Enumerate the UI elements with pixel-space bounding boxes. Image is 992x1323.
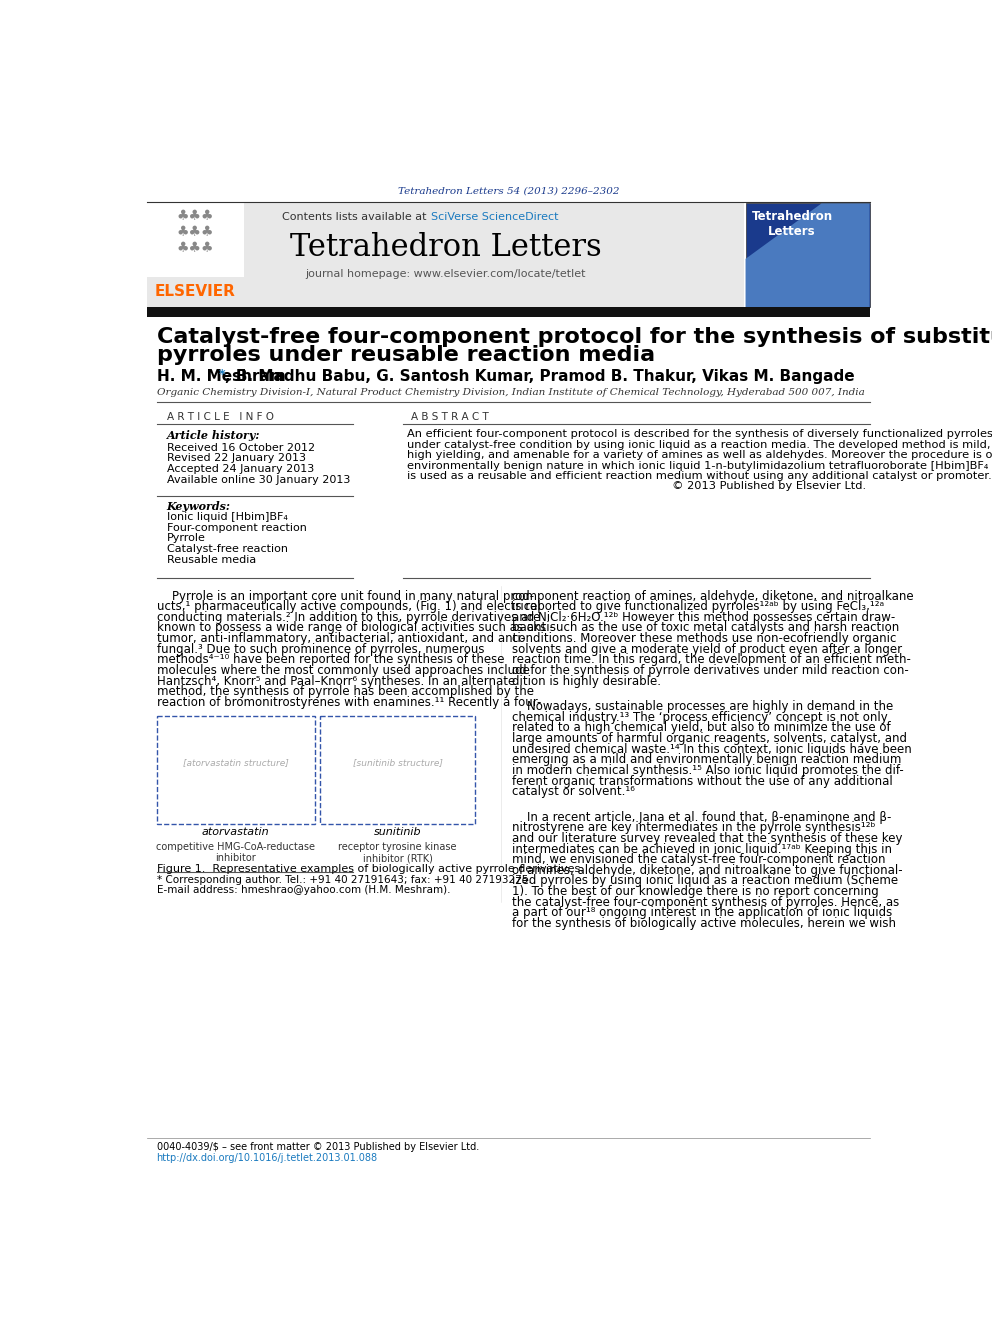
Text: A B S T R A C T: A B S T R A C T [411, 411, 488, 422]
Text: ized pyrroles by using ionic liquid as a reaction medium (Scheme: ized pyrroles by using ionic liquid as a… [512, 875, 898, 888]
Text: Catalyst-free reaction: Catalyst-free reaction [167, 544, 288, 554]
Text: ♣♣♣
♣♣♣
♣♣♣: ♣♣♣ ♣♣♣ ♣♣♣ [177, 209, 214, 255]
Text: fungal.³ Due to such prominence of pyrroles, numerous: fungal.³ Due to such prominence of pyrro… [157, 643, 484, 656]
Text: ferent organic transformations without the use of any additional: ferent organic transformations without t… [512, 774, 892, 787]
Text: methods⁴⁻¹⁰ have been reported for the synthesis of these: methods⁴⁻¹⁰ have been reported for the s… [157, 654, 504, 667]
Bar [746, 204, 870, 307]
Text: http://dx.doi.org/10.1016/j.tetlet.2013.01.088: http://dx.doi.org/10.1016/j.tetlet.2013.… [157, 1154, 378, 1163]
Text: ELSEVIER: ELSEVIER [155, 283, 236, 299]
Text: E-mail address: hmeshrao@yahoo.com (H.M. Meshram).: E-mail address: hmeshrao@yahoo.com (H.M.… [157, 885, 450, 896]
Text: ucts,¹ pharmaceutically active compounds, (Fig. 1) and electrical: ucts,¹ pharmaceutically active compounds… [157, 601, 541, 614]
Text: nitrostyrene are key intermediates in the pyrrole synthesis¹²ᵇ: nitrostyrene are key intermediates in th… [512, 822, 875, 835]
Bar [320, 716, 475, 824]
Text: for the synthesis of biologically active molecules, herein we wish: for the synthesis of biologically active… [512, 917, 896, 930]
Text: atorvastatin: atorvastatin [201, 827, 270, 836]
Text: journal homepage: www.elsevier.com/locate/tetlet: journal homepage: www.elsevier.com/locat… [306, 270, 586, 279]
Polygon shape [746, 204, 870, 307]
Text: conducting materials.² In addition to this, pyrrole derivatives are: conducting materials.² In addition to th… [157, 611, 540, 624]
Text: *: * [218, 368, 225, 381]
Text: sunitinib: sunitinib [374, 827, 422, 836]
Text: large amounts of harmful organic reagents, solvents, catalyst, and: large amounts of harmful organic reagent… [512, 732, 907, 745]
Text: Reusable media: Reusable media [167, 554, 256, 565]
Text: 0040-4039/$ – see front matter © 2013 Published by Elsevier Ltd.: 0040-4039/$ – see front matter © 2013 Pu… [157, 1143, 479, 1152]
Text: © 2013 Published by Elsevier Ltd.: © 2013 Published by Elsevier Ltd. [673, 482, 866, 491]
Text: is reported to give functionalized pyrroles¹²ᵃᵇ by using FeCl₃,¹²ᵃ: is reported to give functionalized pyrro… [512, 601, 884, 614]
Text: Hantzsch⁴, Knorr⁵ and Paal–Knorr⁶ syntheses. In an alternate: Hantzsch⁴, Knorr⁵ and Paal–Knorr⁶ synthe… [157, 675, 515, 688]
Text: Contents lists available at: Contents lists available at [282, 212, 431, 222]
Text: a part of our¹⁸ ongoing interest in the application of ionic liquids: a part of our¹⁸ ongoing interest in the … [512, 906, 892, 919]
Text: 1). To the best of our knowledge there is no report concerning: 1). To the best of our knowledge there i… [512, 885, 878, 898]
Text: dition is highly desirable.: dition is highly desirable. [512, 675, 661, 688]
Text: molecules where the most commonly used approaches include: molecules where the most commonly used a… [157, 664, 530, 677]
Text: receptor tyrosine kinase
inhibitor (RTK): receptor tyrosine kinase inhibitor (RTK) [338, 841, 457, 864]
Text: conditions. Moreover these methods use non-ecofriendly organic: conditions. Moreover these methods use n… [512, 632, 896, 646]
Text: and NiCl₂·6H₂O.¹²ᵇ However this method possesses certain draw-: and NiCl₂·6H₂O.¹²ᵇ However this method p… [512, 611, 895, 624]
Text: high yielding, and amenable for a variety of amines as well as aldehydes. Moreov: high yielding, and amenable for a variet… [407, 450, 992, 460]
Text: tumor, anti-inflammatory, antibacterial, antioxidant, and anti-: tumor, anti-inflammatory, antibacterial,… [157, 632, 525, 646]
Text: is used as a reusable and efficient reaction medium without using any additional: is used as a reusable and efficient reac… [407, 471, 992, 482]
Text: Four-component reaction: Four-component reaction [167, 523, 307, 533]
Text: pyrroles under reusable reaction media: pyrroles under reusable reaction media [157, 345, 655, 365]
Text: emerging as a mild and environmentally benign reaction medium: emerging as a mild and environmentally b… [512, 753, 901, 766]
Text: Tetrahedron Letters: Tetrahedron Letters [290, 232, 601, 263]
Text: Catalyst-free four-component protocol for the synthesis of substituted: Catalyst-free four-component protocol fo… [157, 327, 992, 347]
Text: component reaction of amines, aldehyde, diketone, and nitroalkane: component reaction of amines, aldehyde, … [512, 590, 913, 602]
Text: of amines, aldehyde, diketone, and nitroalkane to give functional-: of amines, aldehyde, diketone, and nitro… [512, 864, 902, 877]
Text: Article history:: Article history: [167, 430, 260, 442]
Text: Available online 30 January 2013: Available online 30 January 2013 [167, 475, 350, 484]
Text: An efficient four-component protocol is described for the synthesis of diversely: An efficient four-component protocol is … [407, 430, 992, 439]
Text: undesired chemical waste.¹⁴ In this context, ionic liquids have been: undesired chemical waste.¹⁴ In this cont… [512, 742, 912, 755]
Text: Keywords:: Keywords: [167, 501, 230, 512]
Text: chemical industry.¹³ The ‘process efficiency’ concept is not only: chemical industry.¹³ The ‘process effici… [512, 710, 887, 724]
Text: environmentally benign nature in which ionic liquid 1-n-butylimidazolium tetrafl: environmentally benign nature in which i… [407, 460, 988, 471]
Text: competitive HMG-CoA-reductase
inhibitor: competitive HMG-CoA-reductase inhibitor [156, 841, 315, 864]
Text: , B. Madhu Babu, G. Santosh Kumar, Pramod B. Thakur, Vikas M. Bangade: , B. Madhu Babu, G. Santosh Kumar, Pramo… [225, 369, 854, 384]
Text: [atorvastatin structure]: [atorvastatin structure] [183, 758, 289, 767]
Text: Nowadays, sustainable processes are highly in demand in the: Nowadays, sustainable processes are high… [512, 700, 893, 713]
Text: Accepted 24 January 2013: Accepted 24 January 2013 [167, 464, 313, 474]
Text: Pyrrole is an important core unit found in many natural prod-: Pyrrole is an important core unit found … [157, 590, 534, 602]
Text: In a recent article, Jana et al. found that, β-enaminone and β-: In a recent article, Jana et al. found t… [512, 811, 891, 824]
Text: reaction time. In this regard, the development of an efficient meth-: reaction time. In this regard, the devel… [512, 654, 911, 667]
Text: reaction of bromonitrostyrenes with enamines.¹¹ Recently a four-: reaction of bromonitrostyrenes with enam… [157, 696, 541, 709]
Text: Tetrahedron Letters 54 (2013) 2296–2302: Tetrahedron Letters 54 (2013) 2296–2302 [398, 187, 619, 196]
Text: mind, we envisioned the catalyst-free four-component reaction: mind, we envisioned the catalyst-free fo… [512, 853, 885, 867]
Text: Revised 22 January 2013: Revised 22 January 2013 [167, 454, 306, 463]
Bar [147, 204, 744, 307]
Text: od for the synthesis of pyrrole derivatives under mild reaction con-: od for the synthesis of pyrrole derivati… [512, 664, 909, 677]
Text: Tetrahedron
Letters: Tetrahedron Letters [752, 210, 832, 238]
Text: H. M. Meshram: H. M. Meshram [157, 369, 291, 384]
Text: under catalyst-free condition by using ionic liquid as a reaction media. The dev: under catalyst-free condition by using i… [407, 439, 990, 450]
Text: catalyst or solvent.¹⁶: catalyst or solvent.¹⁶ [512, 785, 634, 798]
Bar [157, 716, 315, 824]
Text: intermediates can be achieved in ionic liquid.¹⁷ᵃᵇ Keeping this in: intermediates can be achieved in ionic l… [512, 843, 892, 856]
Bar [147, 204, 244, 277]
Text: known to possess a wide range of biological activities such as anti-: known to possess a wide range of biologi… [157, 622, 554, 635]
Text: the catalyst-free four-component synthesis of pyrroles. Hence, as: the catalyst-free four-component synthes… [512, 896, 899, 909]
Text: solvents and give a moderate yield of product even after a longer: solvents and give a moderate yield of pr… [512, 643, 902, 656]
Text: and our literature survey revealed that the synthesis of these key: and our literature survey revealed that … [512, 832, 902, 845]
Text: Figure 1.  Representative examples of biologically active pyrrole derivatives.: Figure 1. Representative examples of bio… [157, 864, 583, 873]
Text: in modern chemical synthesis.¹⁵ Also ionic liquid promotes the dif-: in modern chemical synthesis.¹⁵ Also ion… [512, 763, 904, 777]
Text: A R T I C L E   I N F O: A R T I C L E I N F O [167, 411, 274, 422]
Text: [sunitinib structure]: [sunitinib structure] [352, 758, 442, 767]
Text: Pyrrole: Pyrrole [167, 533, 205, 544]
Text: backs such as the use of toxic metal catalysts and harsh reaction: backs such as the use of toxic metal cat… [512, 622, 899, 635]
Text: SciVerse ScienceDirect: SciVerse ScienceDirect [431, 212, 558, 222]
Text: Received 16 October 2012: Received 16 October 2012 [167, 442, 314, 452]
Text: Organic Chemistry Division-I, Natural Product Chemistry Division, Indian Institu: Organic Chemistry Division-I, Natural Pr… [157, 388, 864, 397]
Text: method, the synthesis of pyrrole has been accomplished by the: method, the synthesis of pyrrole has bee… [157, 685, 534, 699]
Text: * Corresponding author. Tel.: +91 40 27191643; fax: +91 40 27193275.: * Corresponding author. Tel.: +91 40 271… [157, 876, 532, 885]
Text: Ionic liquid [Hbim]BF₄: Ionic liquid [Hbim]BF₄ [167, 512, 288, 521]
Text: related to a high chemical yield, but also to minimize the use of: related to a high chemical yield, but al… [512, 721, 890, 734]
Bar [147, 307, 870, 318]
